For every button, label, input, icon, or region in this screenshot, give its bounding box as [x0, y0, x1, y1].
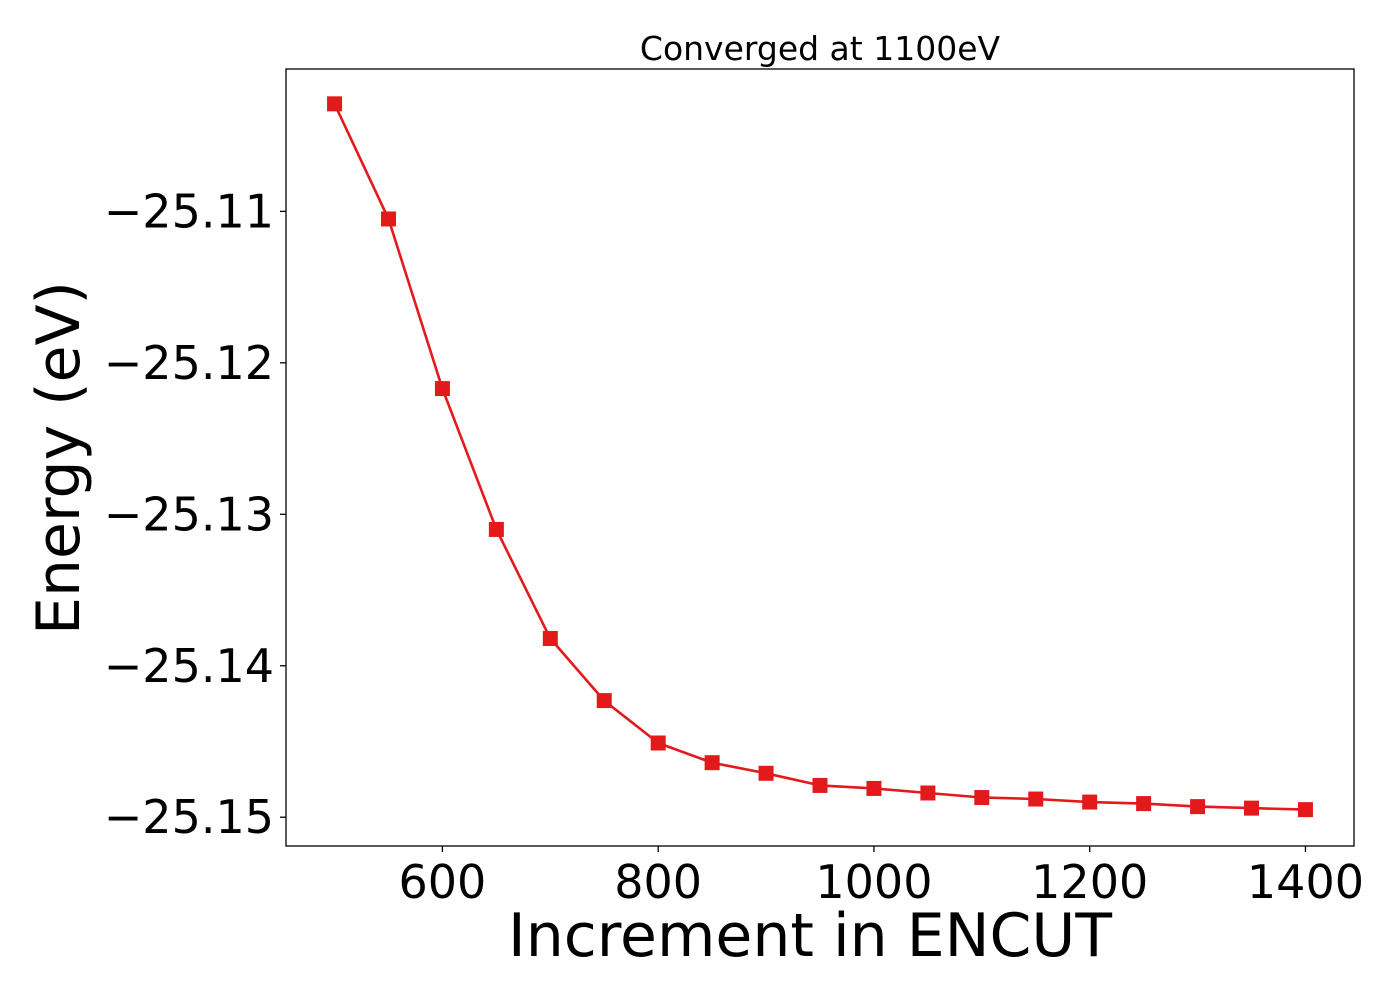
y-tick-label: −25.14: [104, 639, 274, 693]
x-axis-label: Increment in ENCUT: [508, 901, 1112, 971]
data-point-marker: [1136, 796, 1152, 812]
data-point-marker: [488, 521, 504, 537]
plot-area: [285, 68, 1355, 847]
y-axis-label: Energy (eV): [24, 281, 94, 635]
y-tick-label: −25.12: [104, 336, 274, 390]
data-point-marker: [596, 693, 612, 709]
data-point-marker: [1082, 794, 1098, 810]
y-tick-label: −25.15: [104, 790, 274, 844]
y-tick-label: −25.13: [104, 487, 274, 541]
y-tick-label: −25.11: [104, 184, 274, 238]
data-point-marker: [1190, 799, 1206, 815]
data-point-marker: [380, 211, 396, 227]
data-point-marker: [920, 785, 936, 801]
data-point-marker: [704, 755, 720, 771]
data-point-marker: [812, 777, 828, 793]
chart-title: Converged at 1100eV: [640, 29, 1001, 68]
x-tick-label: 600: [399, 855, 487, 909]
x-tick-label: 800: [614, 855, 702, 909]
x-tick-label: 1400: [1247, 855, 1364, 909]
data-point-marker: [1028, 791, 1044, 807]
series-layer: [327, 96, 1313, 818]
y-axis-ticks: −25.11 −25.12 −25.13 −25.14 −25.15: [104, 184, 286, 844]
data-point-marker: [758, 765, 774, 781]
data-point-marker: [1244, 800, 1260, 816]
data-point-marker: [542, 630, 558, 646]
x-axis-ticks: 600 800 1000 1200 1400: [399, 846, 1364, 909]
data-point-marker: [327, 96, 343, 112]
data-point-marker: [974, 790, 990, 806]
data-point-marker: [650, 735, 666, 751]
x-tick-label: 1000: [815, 855, 932, 909]
series-line: [333, 103, 1306, 811]
x-tick-label: 1200: [1031, 855, 1148, 909]
data-point-marker: [1297, 802, 1313, 818]
data-point-marker: [434, 381, 450, 397]
data-point-marker: [866, 780, 882, 796]
